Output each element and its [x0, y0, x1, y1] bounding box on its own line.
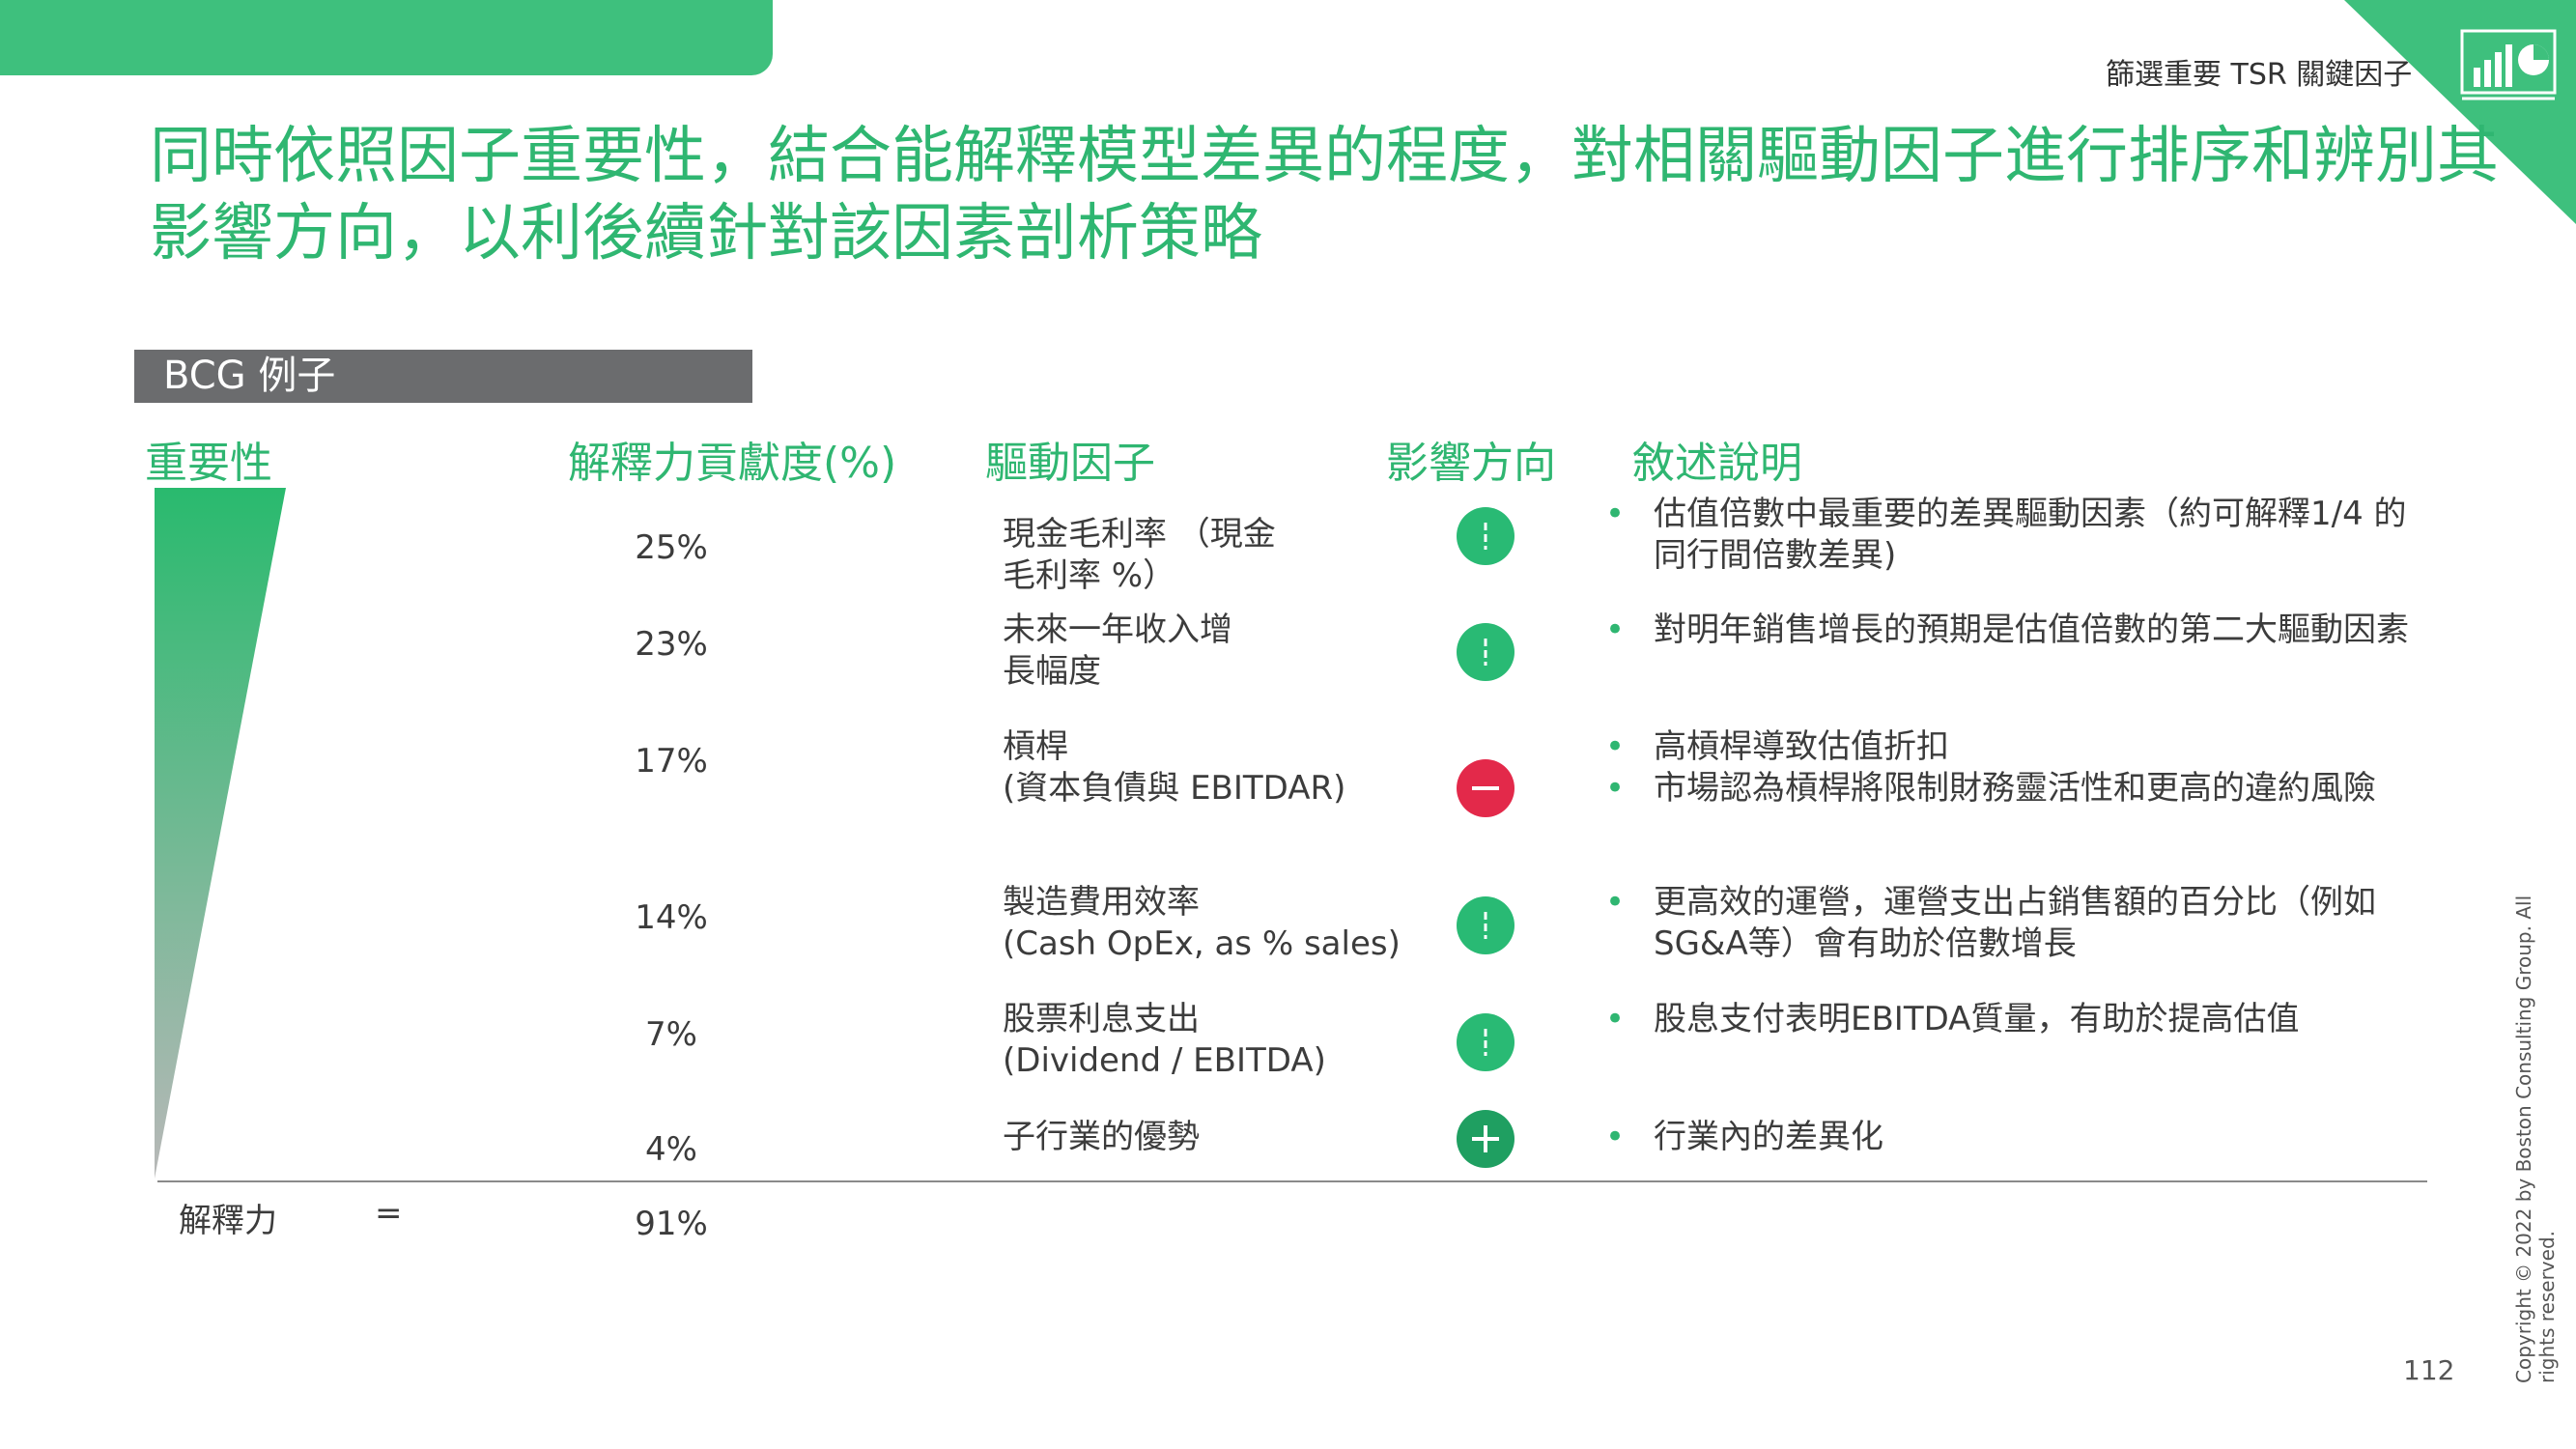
total-label: 解釋力: [179, 1202, 277, 1240]
row-driver: 製造費用效率 (Cash OpEx, as % sales): [1003, 882, 1401, 965]
row-pct: 4%: [645, 1130, 697, 1169]
description-item: 估值倍數中最重要的差異驅動因素（約可解釋1/4 的同行間倍數差異): [1603, 494, 2434, 577]
total-equals: =: [375, 1194, 403, 1233]
importance-wedge: [155, 488, 286, 1179]
positive-impact-icon: [1457, 507, 1514, 565]
copyright-notice: Copyright © 2022 by Boston Consulting Gr…: [2512, 895, 2559, 1383]
page-number: 112: [2403, 1354, 2455, 1386]
section-tag: 篩選重要 TSR 關鍵因子: [2106, 58, 2413, 92]
example-tag: BCG 例子: [134, 350, 752, 403]
description-item: 更高效的運營，運營支出占銷售額的百分比（例如SG&A等）會有助於倍數增長: [1603, 882, 2434, 965]
total-pct: 91%: [635, 1205, 708, 1243]
driver-line: 子行業的優勢: [1003, 1118, 1200, 1156]
row-pct: 23%: [635, 625, 708, 664]
description-item: 市場認為槓桿將限制財務靈活性和更高的違約風險: [1603, 768, 2434, 810]
row-driver: 股票利息支出 (Dividend / EBITDA): [1003, 999, 1326, 1082]
negative-impact-icon: [1457, 759, 1514, 817]
description-header: 敘述說明: [1632, 439, 1802, 488]
row-driver: 未來一年收入增 長幅度: [1003, 610, 1232, 693]
description-item: 股息支付表明EBITDA質量，有助於提高估值: [1603, 999, 2434, 1040]
driver-line: (Dividend / EBITDA): [1003, 1041, 1326, 1080]
driver-line: (Cash OpEx, as % sales): [1003, 924, 1401, 963]
driver-line: (資本負債與 EBITDAR): [1003, 769, 1346, 808]
chart-report-icon: [2460, 29, 2557, 100]
row-pct: 14%: [635, 898, 708, 937]
row-driver: 子行業的優勢: [1003, 1117, 1200, 1158]
positive-impact-icon: [1457, 896, 1514, 954]
plus-impact-icon: [1457, 1110, 1514, 1168]
positive-impact-icon: [1457, 1013, 1514, 1071]
driver-line: 股票利息支出: [1003, 1000, 1200, 1038]
row-description: 更高效的運營，運營支出占銷售額的百分比（例如SG&A等）會有助於倍數增長: [1603, 882, 2434, 965]
row-description: 行業內的差異化: [1603, 1117, 2434, 1158]
driver-line: 毛利率 %）: [1003, 556, 1176, 595]
table-divider: [157, 1180, 2427, 1182]
driver-line: 製造費用效率: [1003, 883, 1200, 922]
row-description: 股息支付表明EBITDA質量，有助於提高估值: [1603, 999, 2434, 1040]
description-item: 行業內的差異化: [1603, 1117, 2434, 1158]
positive-impact-icon: [1457, 623, 1514, 681]
page-title: 同時依照因子重要性，結合能解釋模型差異的程度，對相關驅動因子進行排序和辨別其影響…: [150, 121, 2499, 270]
driver-line: 現金毛利率 （現金: [1003, 515, 1276, 554]
top-accent-bar: [0, 0, 773, 75]
contribution-header: 解釋力貢獻度(%): [568, 439, 897, 488]
row-pct: 7%: [645, 1015, 697, 1054]
direction-header: 影響方向: [1386, 439, 1556, 488]
driver-header: 驅動因子: [985, 439, 1155, 488]
row-driver: 現金毛利率 （現金 毛利率 %）: [1003, 514, 1276, 597]
row-description: 對明年銷售增長的預期是估值倍數的第二大驅動因素: [1603, 610, 2434, 651]
driver-line: 未來一年收入增: [1003, 611, 1232, 649]
row-pct: 17%: [635, 742, 708, 781]
row-description: 高槓桿導致估值折扣 市場認為槓桿將限制財務靈活性和更高的違約風險: [1603, 726, 2434, 810]
description-item: 對明年銷售增長的預期是估值倍數的第二大驅動因素: [1603, 610, 2434, 651]
row-driver: 槓桿 (資本負債與 EBITDAR): [1003, 726, 1345, 810]
row-description: 估值倍數中最重要的差異驅動因素（約可解釋1/4 的同行間倍數差異): [1603, 494, 2434, 577]
description-item: 高槓桿導致估值折扣: [1603, 726, 2434, 768]
importance-header: 重要性: [145, 439, 272, 488]
driver-line: 槓桿: [1003, 727, 1068, 766]
corner-triangle: [2344, 0, 2576, 224]
driver-line: 長幅度: [1003, 652, 1101, 691]
row-pct: 25%: [635, 528, 708, 567]
